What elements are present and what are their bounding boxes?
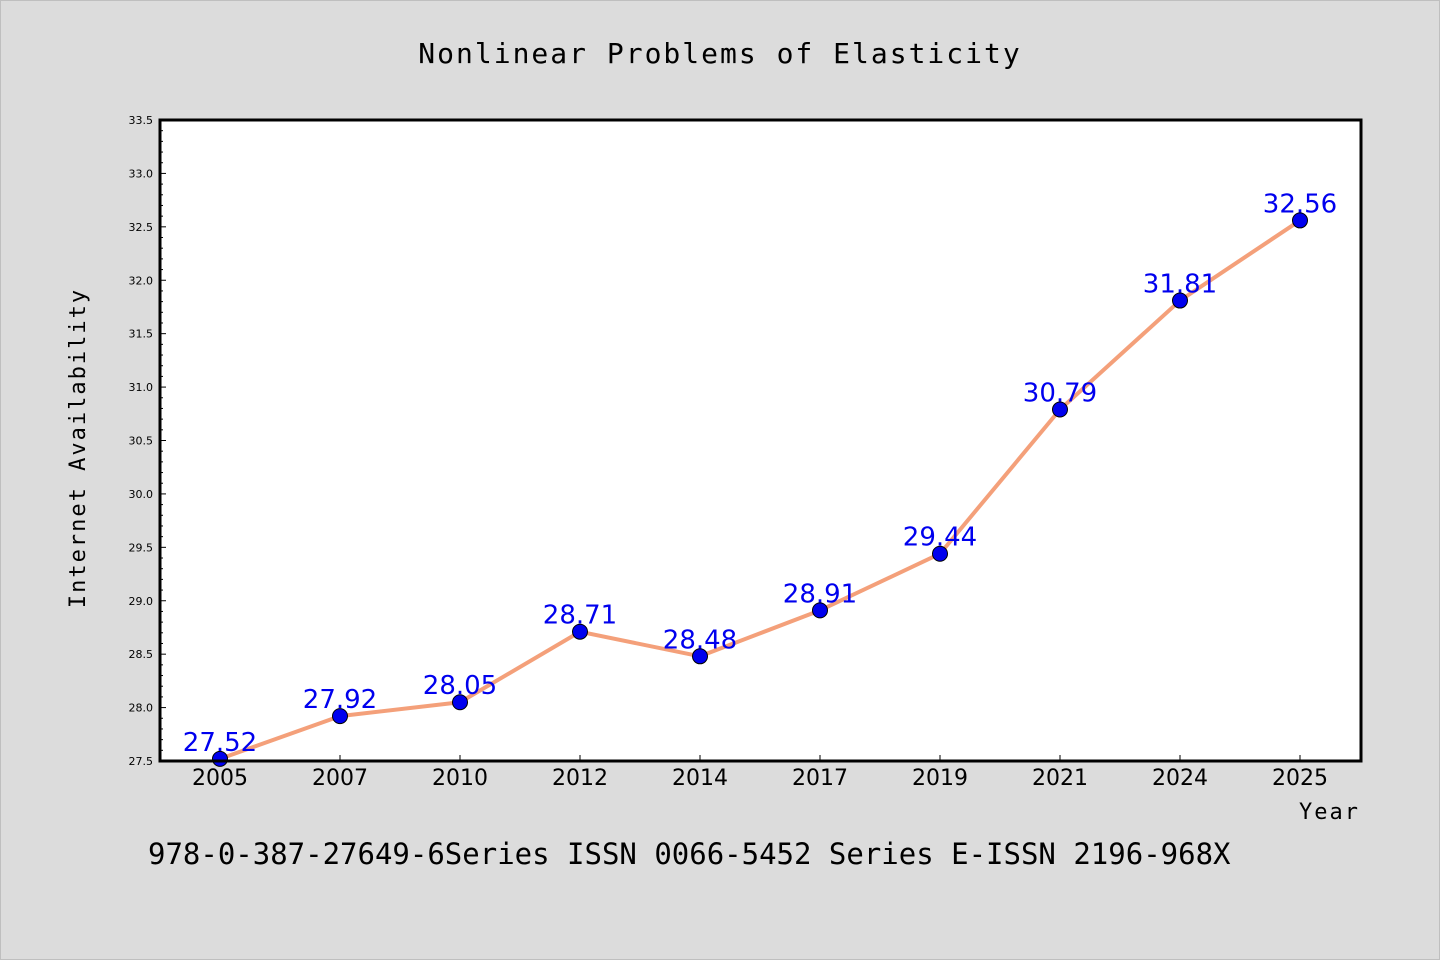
x-tick-label: 2007 — [312, 766, 368, 791]
data-label: 32.56 — [1263, 189, 1337, 219]
data-point-marker — [1052, 401, 1068, 418]
x-tick-label: 2017 — [792, 766, 848, 791]
plot-area — [160, 120, 1361, 761]
data-label: 28.91 — [783, 579, 857, 609]
data-point-marker — [812, 602, 828, 619]
x-tick-label: 2024 — [1152, 766, 1208, 791]
data-label: 28.71 — [543, 601, 617, 631]
x-axis: 2005 2007 2010 2012 2014 2017 2019 2021 2024 2025 — [192, 755, 1328, 791]
data-label: 28.05 — [423, 671, 497, 701]
data-label: 28.48 — [663, 625, 737, 655]
footer-isbn-text: 978-0-387-27649-6Series ISSN 0066-5452 S… — [148, 837, 1231, 871]
data-point-marker — [452, 694, 468, 711]
data-point-marker — [1172, 292, 1188, 309]
x-tick-label: 2019 — [912, 766, 968, 791]
y-tick-label: 28.5 — [129, 648, 154, 661]
y-tick-label: 33.0 — [129, 167, 154, 180]
y-axis: 27.5 28.0 28.5 29.0 29.5 30.0 30.5 31.0 31.5 32.0… — [129, 114, 166, 768]
y-tick-label: 30.0 — [129, 488, 154, 501]
data-label: 27.92 — [303, 685, 377, 715]
x-tick-label: 2010 — [432, 766, 488, 791]
x-axis-label: Year — [1299, 800, 1360, 825]
data-labels: 27.52 27.92 28.05 28.71 28.48 28.91 29.44 30.79… — [183, 189, 1337, 757]
y-axis-label: Internet Availability — [66, 288, 91, 608]
y-tick-label: 32.0 — [129, 274, 154, 287]
y-tick-label: 30.5 — [129, 435, 154, 448]
data-label: 27.52 — [183, 728, 257, 758]
y-tick-label: 32.5 — [129, 221, 154, 234]
data-point-marker — [332, 708, 348, 725]
data-label: 30.79 — [1023, 379, 1097, 409]
y-tick-label: 27.5 — [129, 755, 154, 768]
y-tick-label: 29.5 — [129, 541, 154, 554]
x-tick-label: 2014 — [672, 766, 728, 791]
y-tick-label: 31.5 — [129, 328, 154, 341]
data-point-marker — [572, 623, 588, 640]
chart-title: Nonlinear Problems of Elasticity — [418, 37, 1021, 70]
x-tick-label: 2012 — [552, 766, 608, 791]
data-point-marker — [932, 545, 948, 562]
x-tick-label: 2025 — [1272, 766, 1328, 791]
series-layer — [212, 212, 1308, 767]
data-label: 29.44 — [903, 523, 977, 553]
x-tick-label: 2021 — [1032, 766, 1088, 791]
series-line — [219, 218, 1302, 761]
y-tick-label: 31.0 — [129, 381, 154, 394]
data-point-marker — [212, 750, 228, 767]
data-label: 31.81 — [1143, 270, 1217, 300]
y-tick-label: 28.0 — [129, 702, 154, 715]
plot-border — [158, 118, 1363, 763]
data-point-marker — [1292, 212, 1308, 229]
y-tick-label: 29.0 — [129, 595, 154, 608]
x-tick-label: 2005 — [192, 766, 248, 791]
y-tick-label: 33.5 — [129, 114, 154, 127]
data-point-marker — [692, 648, 708, 665]
